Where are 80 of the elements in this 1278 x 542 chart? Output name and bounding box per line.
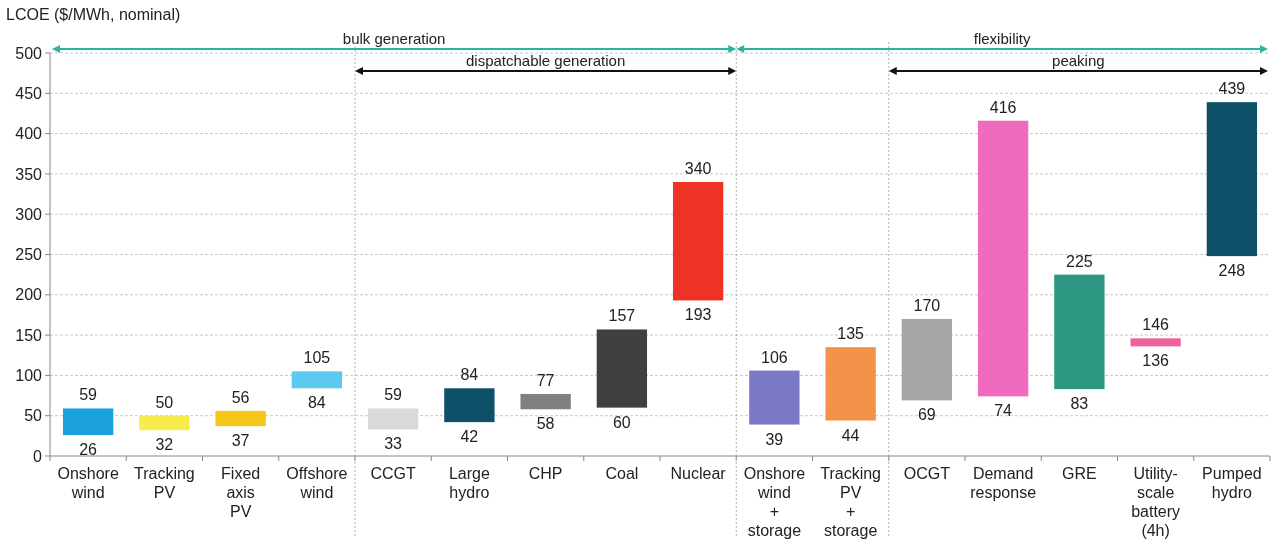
annotation: 77 xyxy=(536,371,555,389)
annotation: 157 xyxy=(608,307,636,325)
bar xyxy=(1206,102,1258,257)
text: bulk generation xyxy=(342,30,446,47)
y-tick-label: 200 xyxy=(15,286,43,304)
x-tick-label: GRE xyxy=(1062,465,1097,482)
x-tick-label: Onshore wind xyxy=(57,465,119,501)
bar xyxy=(291,371,343,389)
bar xyxy=(367,408,419,430)
annotation: 58 xyxy=(536,415,555,433)
y-tick-label: 350 xyxy=(15,165,43,183)
annotation: 59 xyxy=(384,386,403,404)
x-tick-label: Fixed axis PV xyxy=(221,465,261,520)
annotation: 59 xyxy=(79,386,98,404)
annotation: 32 xyxy=(155,436,174,454)
annotation: 74 xyxy=(994,402,1013,420)
bar xyxy=(901,318,953,401)
x-tick-label: Offshore wind xyxy=(286,465,348,501)
x-tick-label: CCGT xyxy=(370,465,417,482)
bar xyxy=(444,388,495,423)
annotation: 42 xyxy=(460,428,479,446)
x-tick-label: Coal xyxy=(605,465,639,482)
annotation: 439 xyxy=(1218,80,1246,98)
bar xyxy=(62,408,114,436)
annotation: 146 xyxy=(1142,316,1170,334)
bar xyxy=(672,181,724,301)
annotation: 50 xyxy=(155,393,174,411)
annotation: 69 xyxy=(917,406,936,424)
annotation: 33 xyxy=(384,435,403,453)
annotation: 340 xyxy=(684,159,712,177)
bar xyxy=(749,370,800,425)
annotation: 170 xyxy=(913,296,941,314)
annotation: 56 xyxy=(231,388,250,406)
bar xyxy=(1130,338,1181,347)
y-tick-label: 150 xyxy=(15,326,43,344)
text: flexibility xyxy=(973,30,1031,47)
bar xyxy=(977,120,1029,397)
x-tick-label: Utility- scale battery (4h) xyxy=(1131,465,1181,539)
x-tick-label: Nuclear xyxy=(670,465,727,482)
x-tick-label: Demand response xyxy=(970,465,1037,501)
x-tick-label: Pumped hydro xyxy=(1202,465,1262,501)
bar xyxy=(215,410,266,427)
annotation: 136 xyxy=(1142,352,1170,370)
annotation: dispatchable generation xyxy=(465,52,626,69)
annotation: 135 xyxy=(837,325,865,343)
x-tick-label: Tracking PV + storage xyxy=(820,465,882,539)
x-tick-label: Tracking PV xyxy=(133,465,195,501)
annotation: 84 xyxy=(307,394,326,412)
y-tick-label: 50 xyxy=(24,407,43,425)
annotation: 37 xyxy=(231,432,250,450)
annotation: 106 xyxy=(761,348,788,366)
annotation: 416 xyxy=(989,98,1017,116)
annotation: 26 xyxy=(79,441,98,459)
annotation: peaking xyxy=(1052,52,1105,69)
bar xyxy=(520,393,571,410)
annotation: 105 xyxy=(303,349,331,367)
x-tick-label: OCGT xyxy=(903,465,951,482)
annotation: 39 xyxy=(765,430,784,448)
y-tick-label: 0 xyxy=(33,447,43,465)
y-tick-label: 250 xyxy=(15,246,43,264)
bar xyxy=(1054,274,1105,390)
y-tick-label: 100 xyxy=(15,367,43,384)
annotation: 225 xyxy=(1066,252,1093,270)
x-tick-label: CHP xyxy=(528,465,563,482)
annotation: 248 xyxy=(1218,262,1246,280)
bar xyxy=(596,329,648,408)
x-tick-label: Onshore wind + storage xyxy=(743,465,806,539)
annotation: 84 xyxy=(460,366,479,384)
y-tick-label: 450 xyxy=(15,84,43,102)
bar xyxy=(139,415,190,431)
y-tick-label: 300 xyxy=(15,205,43,223)
annotation: 60 xyxy=(612,413,631,431)
x-tick-label: Large hydro xyxy=(448,465,490,501)
annotation: 44 xyxy=(841,426,860,444)
y-tick-label: 500 xyxy=(15,44,43,62)
bar xyxy=(825,347,876,421)
y-tick-label: 400 xyxy=(15,125,43,143)
annotation: 193 xyxy=(684,306,712,324)
annotation: 83 xyxy=(1070,395,1089,413)
y-axis-title: LCOE ($/MWh, nominal) xyxy=(6,6,181,23)
